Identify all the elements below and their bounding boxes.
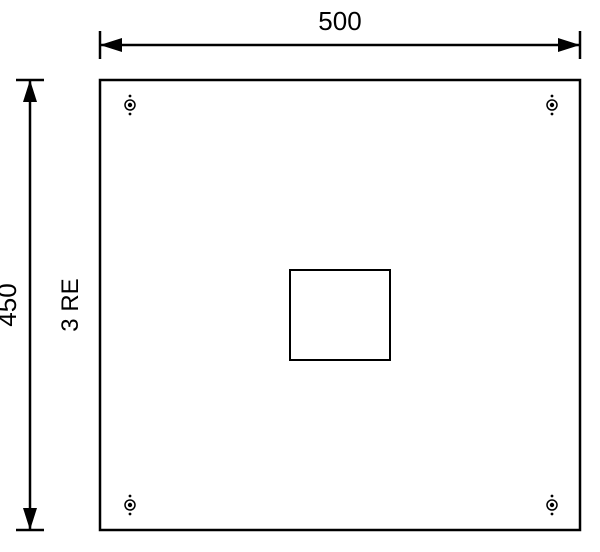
mounting-hole <box>125 95 135 116</box>
mounting-hole <box>547 95 557 116</box>
dimension-label-height: 450 <box>0 283 22 326</box>
arrowhead <box>100 38 122 52</box>
mounting-hole <box>547 495 557 516</box>
center-cutout <box>290 270 390 360</box>
mounting-hole <box>125 495 135 516</box>
arrowhead <box>23 508 37 530</box>
dimension-label-re: 3 RE <box>57 278 84 331</box>
panel-outline <box>100 80 580 530</box>
dimension-label-width: 500 <box>318 6 361 36</box>
arrowhead <box>558 38 580 52</box>
arrowhead <box>23 80 37 102</box>
